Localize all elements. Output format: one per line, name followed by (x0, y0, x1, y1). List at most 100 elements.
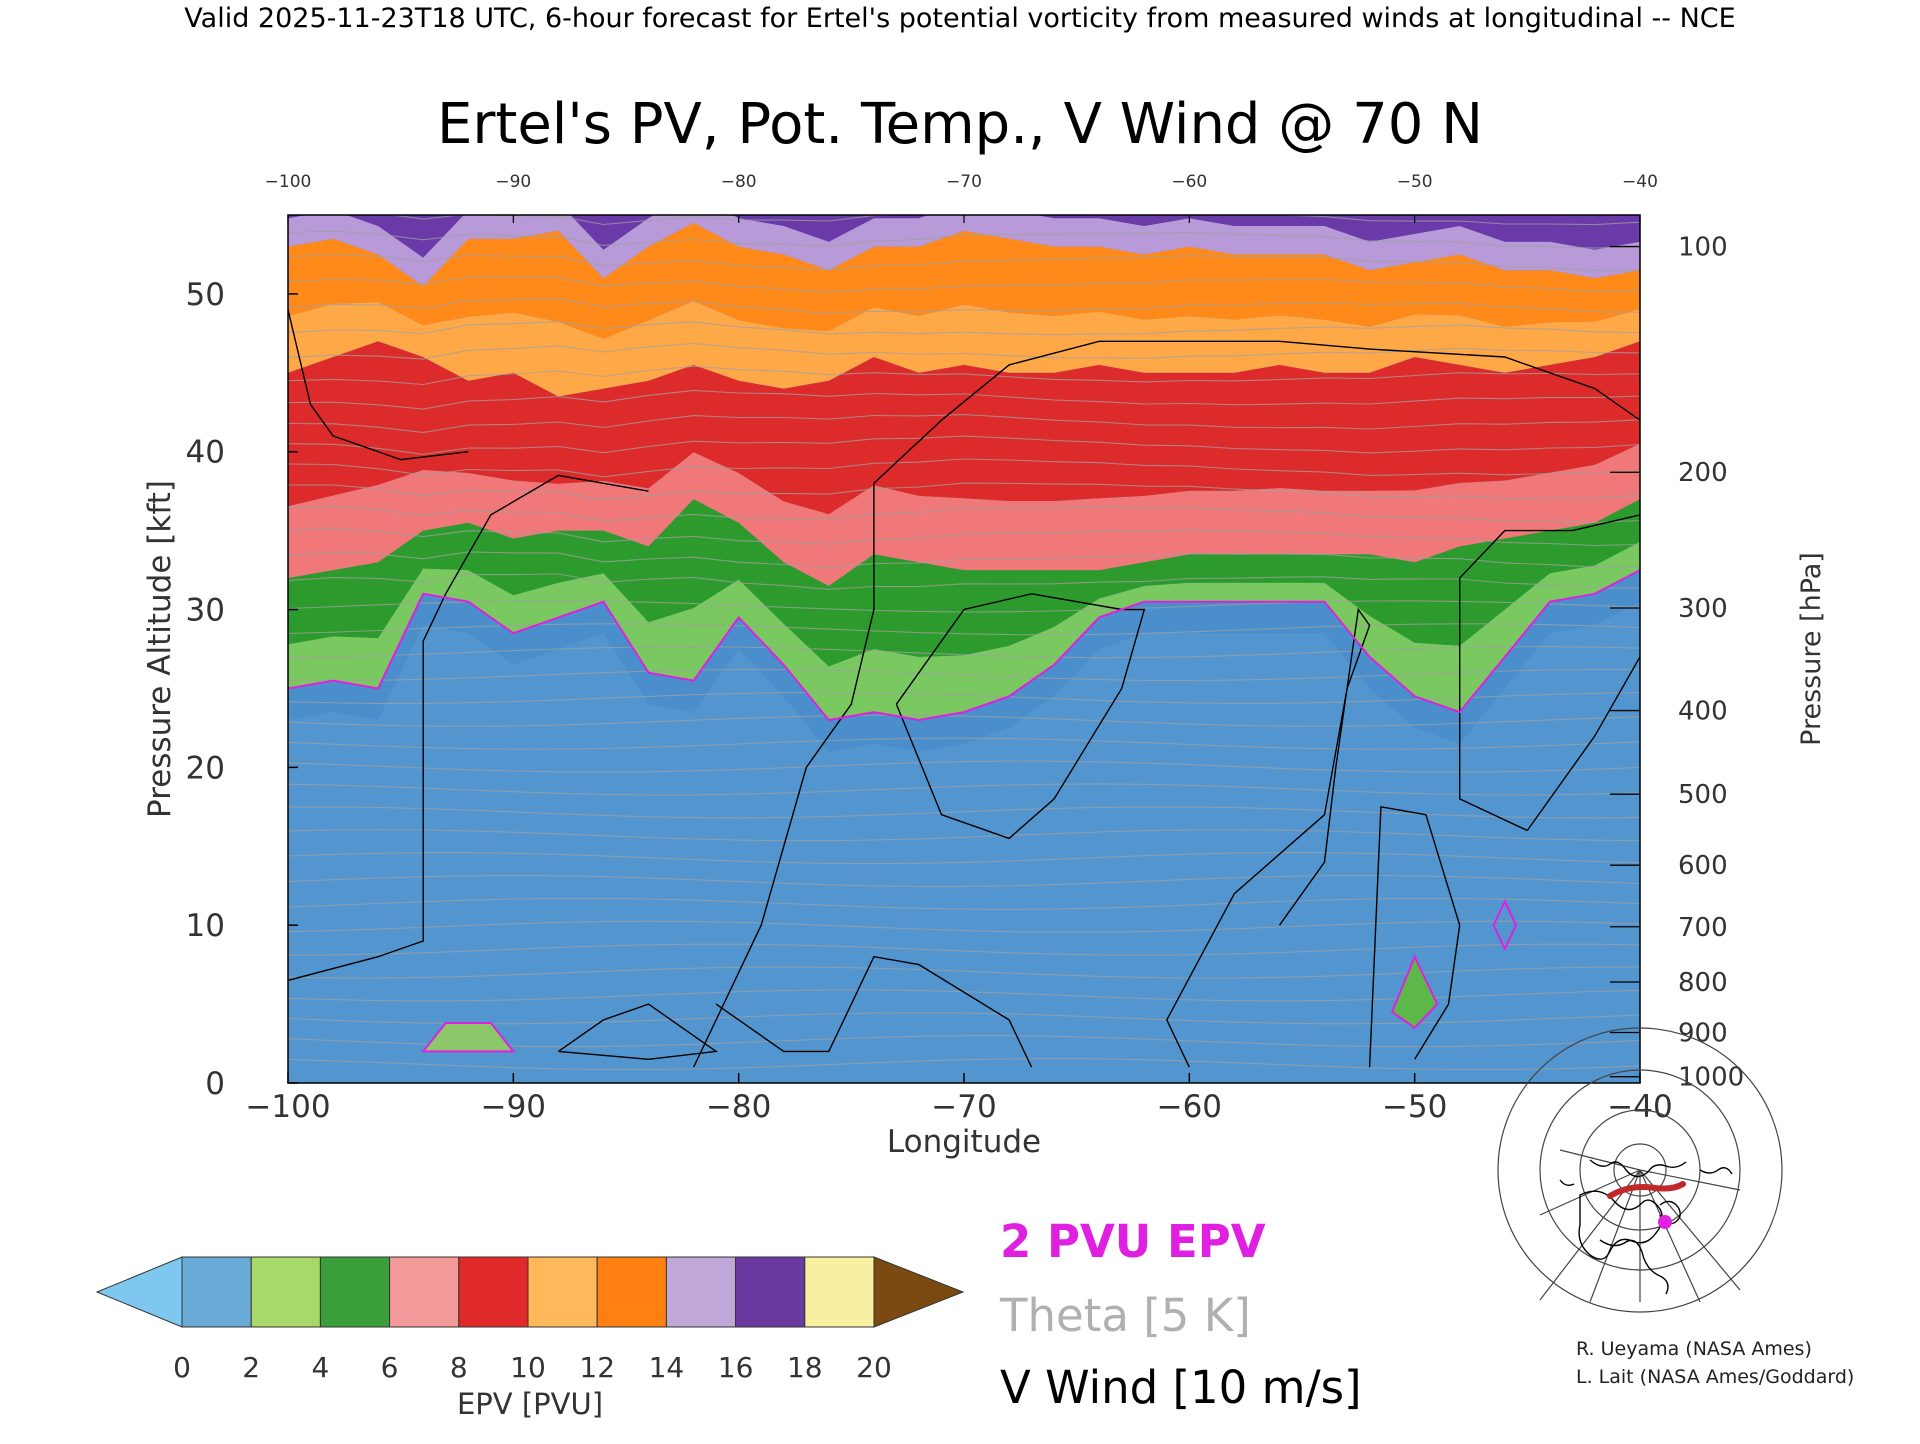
theta-contour-line (288, 874, 1640, 888)
theta-contour-line (288, 829, 1640, 842)
pv-band-5 (288, 301, 1640, 397)
pressure-tick-label: 600 (1678, 851, 1728, 881)
y-tick-label: 10 (186, 908, 225, 944)
pressure-tick-label: 200 (1678, 458, 1728, 488)
colorbar-swatch (665, 1256, 737, 1328)
colorbar-tick-label: 0 (173, 1351, 191, 1384)
pv-band-8 (288, 215, 1640, 258)
x-top-tick-label: −90 (495, 172, 531, 192)
theta-contour-line (288, 435, 1640, 455)
pvu-2-contour-island (421, 1022, 516, 1053)
y-tick-label: 50 (186, 277, 225, 313)
theta-contour-line (288, 691, 1640, 704)
colorbar-swatch (735, 1256, 806, 1328)
colorbar-swatch (319, 1256, 391, 1328)
x-tick-label: −90 (481, 1089, 546, 1125)
y-tick-label: 20 (186, 750, 225, 786)
colorbar-tick-label: 8 (450, 1351, 468, 1384)
pv-2pvu-contour (288, 569, 1640, 1053)
theta-contour-line (288, 623, 1640, 636)
x-tick-label: −80 (706, 1089, 771, 1125)
colorbar-tick-label: 12 (579, 1351, 615, 1384)
theta-contour-line (288, 505, 1640, 524)
pressure-tick-label: 300 (1678, 594, 1728, 624)
x-top-tick-label: −50 (1397, 172, 1433, 192)
y-axis-label: Pressure Altitude [kft] (142, 480, 178, 818)
colorbar-swatch (389, 1256, 460, 1328)
pv-band-2 (288, 499, 1640, 667)
pv-band-1 (288, 541, 1640, 720)
wind-contour-line (288, 474, 649, 982)
x-top-tick-label: −70 (946, 172, 982, 192)
wind-contour-line (288, 309, 469, 461)
x-axis-top: −100 −90 −80 −70 −60 −50 −40 (265, 172, 1658, 223)
x-top-tick-label: −100 (265, 172, 312, 192)
colorbar-tick-label: 18 (787, 1351, 823, 1384)
colorbar-swatch (596, 1256, 667, 1328)
theta-contour-line (288, 783, 1640, 796)
wind-contour-line (1166, 607, 1371, 1068)
theta-contour-line (288, 806, 1640, 819)
pressure-axis: 100 200 300 400 500 600 700 800 900 1000 (1610, 233, 1744, 1093)
wind-contour-line (557, 1003, 719, 1061)
pvu-2-contour-line (288, 569, 1640, 722)
theta-contour-line (288, 600, 1640, 613)
pv-band-6 (288, 222, 1640, 339)
wind-contour-line (1526, 656, 1640, 831)
wind-contour-line (1368, 805, 1461, 1068)
legend-v-wind: V Wind [10 m/s] (1000, 1361, 1362, 1414)
x-tick-label: −100 (245, 1089, 330, 1125)
y-tick-label: 0 (205, 1066, 225, 1102)
wind-contour-line (1459, 704, 1528, 832)
legend-theta: Theta [5 K] (999, 1289, 1251, 1342)
theta-contour-line (288, 760, 1640, 773)
theta-contour-line (288, 528, 1640, 547)
x-tick-label: −60 (1157, 1089, 1222, 1125)
pressure-tick-label: 800 (1678, 968, 1728, 998)
pressure-tick-label: 700 (1678, 913, 1728, 943)
colorbar-swatch (458, 1256, 529, 1328)
colorbar-tick-label: 6 (381, 1351, 399, 1384)
y-axis: 0 10 20 30 40 50 (186, 277, 298, 1102)
pressure-tick-label: 900 (1678, 1018, 1728, 1048)
theta-contour-line (288, 920, 1640, 933)
wind-contours (288, 309, 1640, 1068)
x-axis: −100 −90 −80 −70 −60 −50 −40 (245, 1073, 1673, 1125)
colorbar: 0 2 4 6 8 10 12 14 16 18 20 (95, 1256, 965, 1384)
pressure-tick-label: 400 (1678, 697, 1728, 727)
colorbar-swatch (250, 1256, 321, 1328)
credit-line-1: R. Ueyama (NASA Ames) (1576, 1338, 1812, 1360)
colorbar-under-triangle (95, 1256, 183, 1328)
legend-pvu-epv: 2 PVU EPV (1000, 1215, 1266, 1268)
colorbar-swatch (527, 1256, 598, 1328)
colorbar-over-triangle (873, 1256, 965, 1328)
colorbar-tick-label: 2 (242, 1351, 260, 1384)
x-tick-label: −70 (931, 1089, 996, 1125)
theta-contour-line (288, 943, 1640, 956)
theta-contour-line (288, 230, 1640, 249)
colorbar-tick-label: 4 (311, 1351, 329, 1384)
colorbar-tick-label: 16 (718, 1351, 754, 1384)
colorbar-tick-label: 10 (510, 1351, 546, 1384)
theta-contour-line (288, 573, 1640, 590)
theta-contour-line (288, 1057, 1640, 1071)
pvu-2-contour-island (1492, 899, 1518, 952)
inset-map-marker (1658, 1215, 1672, 1229)
colorbar-swatch (804, 1256, 875, 1328)
colorbar-swatch (181, 1256, 252, 1328)
theta-contour-line (288, 458, 1640, 478)
pressure-tick-label: 500 (1678, 780, 1728, 810)
pressure-tick-label: 1000 (1678, 1063, 1744, 1093)
colorbar-tick-label: 14 (649, 1351, 685, 1384)
colorbar-label: EPV [PVU] (457, 1387, 603, 1421)
theta-contour-line (288, 365, 1640, 386)
x-axis-label: Longitude (887, 1124, 1041, 1160)
x-top-tick-label: −80 (721, 172, 757, 192)
theta-contour-line (288, 1035, 1640, 1048)
theta-contour-line (288, 714, 1640, 727)
theta-contour-line (288, 897, 1640, 910)
pv-band-low (288, 601, 1640, 1083)
wind-contour-line (1459, 514, 1640, 705)
